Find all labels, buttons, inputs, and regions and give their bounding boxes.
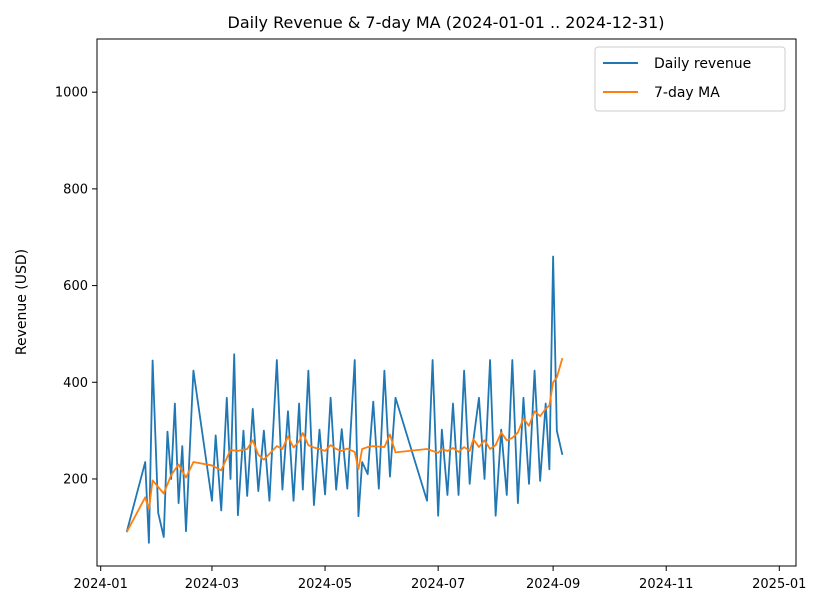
legend-label-1: 7-day MA bbox=[654, 85, 720, 101]
legend-box bbox=[594, 46, 786, 112]
x-tick-label: 2024-07 bbox=[411, 577, 465, 592]
x-axis: 2024-01 2024-03 2024-05 2024-07 2024-09 2024-… bbox=[74, 566, 806, 592]
legend-label-0: Daily revenue bbox=[654, 56, 751, 72]
y-tick-label: 200 bbox=[63, 472, 88, 487]
y-axis-label: Revenue (USD) bbox=[14, 249, 30, 355]
series-line-0 bbox=[125, 255, 564, 544]
x-tick-label: 2025-01 bbox=[752, 577, 806, 592]
legend: Daily revenue 7-day MA bbox=[594, 46, 786, 112]
y-tick-label: 800 bbox=[63, 182, 88, 197]
x-tick-label: 2024-05 bbox=[298, 577, 352, 592]
y-tick-label: 400 bbox=[63, 376, 88, 391]
y-tick-label: 600 bbox=[63, 279, 88, 294]
plot-frame bbox=[96, 38, 797, 567]
x-tick-label: 2024-03 bbox=[185, 577, 239, 592]
x-tick-label: 2024-09 bbox=[526, 577, 580, 592]
chart-title: Daily Revenue & 7-day MA (2024-01-01 .. … bbox=[228, 13, 665, 32]
x-tick-label: 2024-01 bbox=[74, 577, 128, 592]
x-tick-label: 2024-11 bbox=[639, 577, 693, 592]
series-layer bbox=[125, 255, 564, 544]
y-tick-label: 1000 bbox=[55, 86, 88, 101]
series-line-1 bbox=[125, 357, 564, 533]
plot-area: 2024-01 2024-03 2024-05 2024-07 2024-09 2024-… bbox=[55, 38, 806, 592]
y-axis: 200 400 600 800 1000 bbox=[55, 86, 97, 487]
